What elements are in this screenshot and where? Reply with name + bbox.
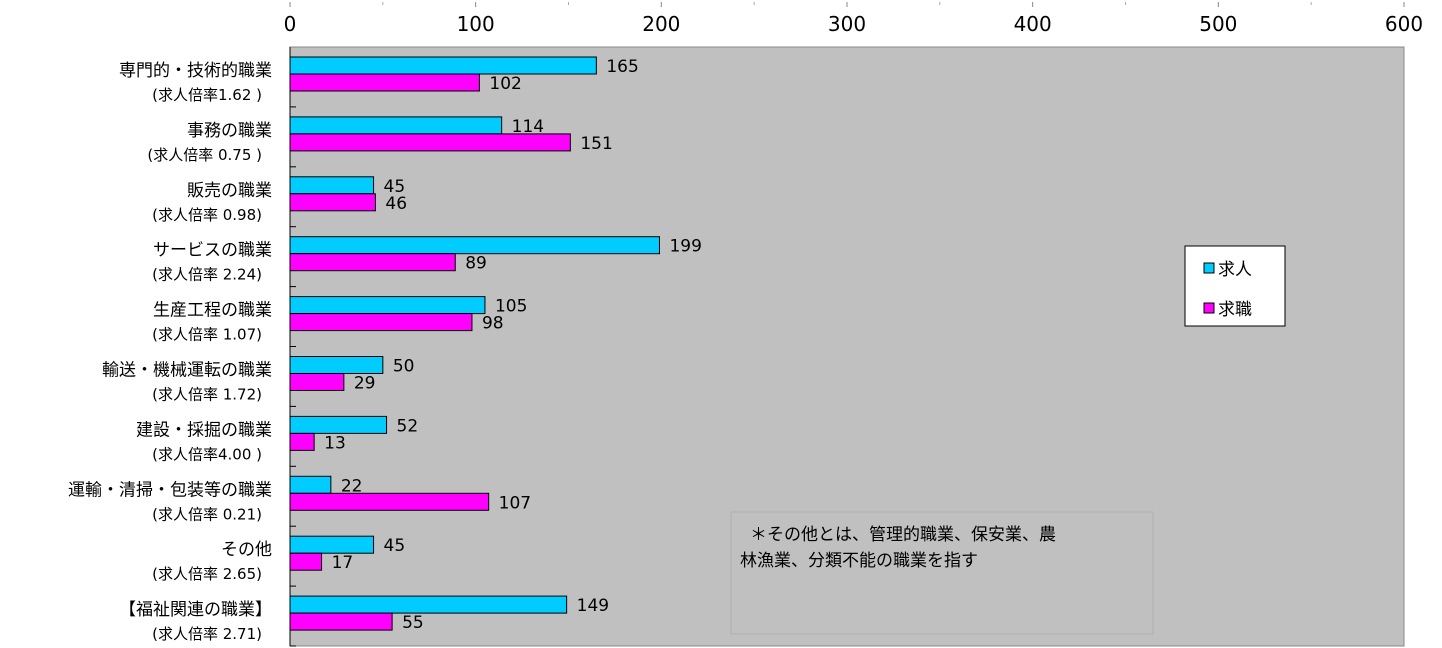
legend: 求人 求職 (1184, 245, 1286, 327)
legend-label-kyujin: 求人 (1218, 260, 1252, 280)
category-label: その他 (221, 540, 272, 560)
data-label: 45 (384, 536, 406, 556)
data-label: 46 (385, 194, 407, 214)
category-ratio-label: (求人倍率1.62 ) (152, 86, 262, 104)
bar-kyushoku (289, 552, 323, 571)
data-label: 45 (384, 177, 406, 197)
data-label: 55 (402, 613, 424, 633)
annotation-line-1: ＊その他とは、管理的職業、保安業、農 (750, 525, 1056, 545)
bar-kyushoku (289, 432, 315, 451)
bar-kyujin (289, 356, 384, 374)
data-label: 199 (669, 237, 701, 257)
data-label: 114 (512, 117, 544, 137)
category-label: 専門的・技術的職業 (119, 61, 272, 81)
data-label: 98 (482, 314, 504, 334)
legend-box (1184, 245, 1286, 327)
bar-kyushoku (289, 253, 456, 272)
legend-swatch-kyushoku (1203, 302, 1215, 314)
x-axis: 0 100 200 300 400 500 600 (284, 2, 1423, 36)
category-labels: 専門的・技術的職業 (求人倍率1.62 ) 事務の職業 (求人倍率 0.75 ) 販売の… (68, 61, 296, 647)
legend-label-kyushoku: 求職 (1218, 300, 1252, 320)
bar-kyujin (289, 415, 388, 434)
annotation-box (730, 511, 1154, 635)
category-label: 生産工程の職業 (153, 301, 272, 321)
bar-kyujin (289, 236, 660, 255)
legend-swatch-kyujin (1203, 262, 1215, 274)
x-tick-label-500: 500 (1199, 12, 1237, 36)
category-label: 輸送・機械運転の職業 (102, 361, 272, 381)
bar-kyujin (289, 176, 375, 195)
x-tick-label-200: 200 (642, 12, 680, 36)
category-ratio-label: (求人倍率 1.07) (152, 326, 262, 344)
x-tick-label-100: 100 (457, 12, 495, 36)
x-tick-label-300: 300 (828, 12, 866, 36)
data-label: 149 (577, 596, 609, 616)
category-ratio-label: (求人倍率 1.72) (152, 386, 262, 404)
data-label: 151 (580, 134, 612, 154)
bar-kyushoku (289, 133, 571, 152)
category-label: 事務の職業 (187, 121, 272, 141)
bar-kyujin (289, 475, 332, 494)
bar-kyushoku (289, 313, 473, 332)
data-label: 52 (397, 416, 419, 436)
bar-kyushoku (289, 73, 480, 92)
bar-kyujin (289, 296, 486, 315)
bars: 165 114 45 199 105 50 52 22 45 149 102 151 46 89 98 29 1… (289, 56, 702, 633)
category-ratio-label: (求人倍率4.00 ) (152, 445, 262, 463)
annotation: ＊その他とは、管理的職業、保安業、農 林漁業、分類不能の職業を指す (730, 511, 1154, 635)
annotation-line-2: 林漁業、分類不能の職業を指す (740, 551, 978, 571)
category-ratio-label: (求人倍率 2.65) (152, 565, 262, 583)
data-label: 13 (324, 433, 346, 453)
category-ratio-label: (求人倍率 2.24) (152, 266, 262, 284)
x-tick-label-0: 0 (284, 12, 297, 36)
data-label: 50 (393, 357, 415, 377)
category-label: 建設・採掘の職業 (136, 420, 272, 440)
data-label: 107 (499, 493, 531, 513)
category-ratio-label: (求人倍率 0.75 ) (147, 146, 262, 164)
bar-kyujin (289, 535, 375, 554)
category-ratio-label: (求人倍率 0.98) (152, 206, 262, 224)
bar-kyushoku (289, 612, 393, 631)
data-label: 165 (606, 57, 638, 77)
category-label: 販売の職業 (187, 181, 272, 201)
data-label: 89 (465, 254, 487, 274)
x-tick-label-600: 600 (1385, 12, 1423, 36)
data-label: 22 (341, 476, 363, 496)
bar-kyushoku (289, 492, 490, 511)
x-tick-label-400: 400 (1014, 12, 1052, 36)
data-label: 29 (354, 374, 376, 394)
category-label: サービスの職業 (153, 241, 272, 261)
bar-kyujin (289, 595, 568, 614)
bar-kyushoku (289, 373, 345, 391)
data-label: 17 (332, 553, 354, 573)
category-ratio-label: (求人倍率 0.21) (152, 505, 262, 523)
data-label: 105 (495, 297, 527, 317)
bar-kyushoku (289, 193, 376, 212)
category-ratio-label: (求人倍率 2.71) (152, 625, 262, 643)
bar-kyujin (289, 116, 503, 135)
category-label: 【福祉関連の職業】 (119, 600, 272, 620)
bar-kyujin (289, 56, 597, 75)
category-label: 運輸・清掃・包装等の職業 (68, 480, 272, 500)
data-label: 102 (489, 74, 521, 94)
